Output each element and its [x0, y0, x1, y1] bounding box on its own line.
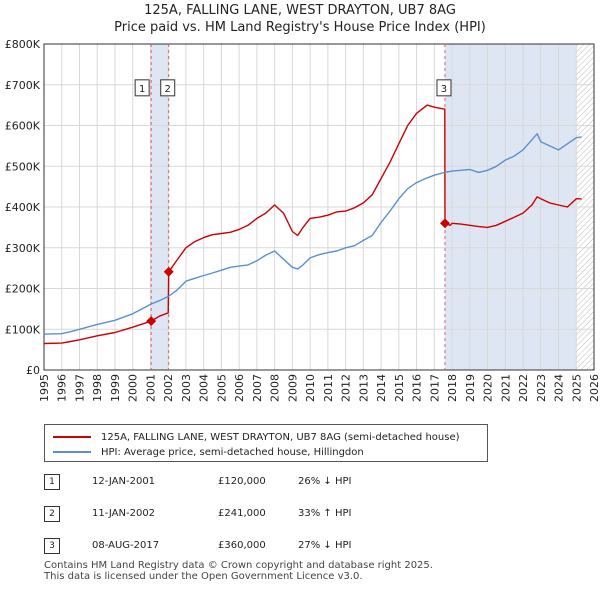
sale-hpi-diff: 26% ↓ HPI: [298, 476, 352, 487]
x-tick-label: 2010: [304, 374, 317, 402]
legend-label-property: 125A, FALLING LANE, WEST DRAYTON, UB7 8A…: [101, 431, 460, 443]
sale-label-box: [134, 79, 150, 97]
sale-row: 1 12-JAN-2001 £120,000 26% ↓ HPI: [44, 474, 464, 492]
y-tick-label: £500K: [5, 160, 41, 173]
legend-swatch-hpi: [53, 451, 91, 453]
y-tick-label: £100K: [5, 323, 41, 336]
x-tick-label: 2020: [482, 374, 495, 402]
x-tick-label: 2003: [180, 374, 193, 402]
x-tick-label: 2023: [535, 374, 548, 402]
chart-subtitle: Price paid vs. HM Land Registry's House …: [114, 20, 486, 35]
x-tick-label: 2022: [517, 374, 530, 402]
x-tick-label: 2001: [144, 374, 157, 402]
y-tick-label: £0: [26, 364, 40, 377]
x-tick-label: 2019: [464, 374, 477, 402]
x-tick-label: 1996: [56, 374, 69, 402]
sale-label-box: [160, 79, 176, 97]
y-tick-label: £400K: [5, 201, 41, 214]
plot-frame: [43, 43, 595, 371]
x-tick-label: 2007: [251, 374, 264, 402]
x-tick-label: 2017: [428, 374, 441, 402]
footer-line: Contains HM Land Registry data © Crown c…: [44, 560, 433, 571]
sale-date: 11-JAN-2002: [92, 508, 156, 519]
legend-item-hpi: HPI: Average price, semi-detached house,…: [53, 445, 364, 459]
sale-price: £241,000: [218, 508, 266, 519]
sale-number: 2: [44, 506, 60, 522]
sale-date: 12-JAN-2001: [92, 476, 156, 487]
x-tick-label: 2011: [322, 374, 335, 402]
x-tick-label: 2016: [411, 374, 424, 402]
sale-point: [440, 218, 450, 229]
x-tick-label: 2009: [286, 374, 299, 402]
sale-label-box: [436, 79, 452, 97]
property-price-line: [43, 104, 582, 345]
sale-label: 1: [139, 84, 145, 95]
x-tick-label: 2012: [340, 374, 353, 402]
x-tick-label: 2014: [375, 374, 388, 402]
x-tick-label: 2024: [553, 374, 566, 402]
price-chart: £0 £100K £200K £300K £400K £500K £600K £700K £80…: [5, 38, 600, 402]
y-tick-label: £800K: [5, 38, 41, 51]
legend-item-property: 125A, FALLING LANE, WEST DRAYTON, UB7 8A…: [53, 430, 460, 444]
legend-swatch-property: [53, 436, 91, 438]
y-tick-label: £700K: [5, 79, 41, 92]
sale-hpi-diff: 33% ↑ HPI: [298, 508, 352, 519]
x-tick-label: 2000: [127, 374, 140, 402]
x-tick-label: 2013: [357, 374, 370, 402]
sale-number: 1: [44, 474, 60, 490]
sale-date: 08-AUG-2017: [92, 540, 160, 551]
footer: Contains HM Land Registry data © Crown c…: [44, 560, 433, 582]
x-tick-label: 2018: [446, 374, 459, 402]
x-tick-label: 2004: [198, 374, 211, 402]
x-tick-label: 1999: [109, 374, 122, 402]
x-tick-label: 2002: [162, 374, 175, 402]
hpi-line: [43, 132, 582, 335]
x-tick-label: 1998: [91, 374, 104, 402]
sale-price: £360,000: [218, 540, 266, 551]
legend: 125A, FALLING LANE, WEST DRAYTON, UB7 8A…: [44, 424, 488, 462]
chart-title: 125A, FALLING LANE, WEST DRAYTON, UB7 8A…: [144, 3, 456, 18]
x-tick-label: 2026: [588, 374, 600, 402]
x-tick-label: 2008: [269, 374, 282, 402]
sale-row: 3 08-AUG-2017 £360,000 27% ↓ HPI: [44, 538, 464, 556]
y-tick-label: £600K: [5, 120, 41, 133]
x-tick-label: 2015: [393, 374, 406, 402]
sale-point: [163, 266, 174, 277]
sale-label: 3: [441, 84, 447, 95]
sale-price: £120,000: [218, 476, 266, 487]
x-tick-label: 1995: [38, 374, 51, 402]
x-tick-label: 2021: [499, 374, 512, 402]
x-tick-label: 2005: [215, 374, 228, 402]
sale-row: 2 11-JAN-2002 £241,000 33% ↑ HPI: [44, 506, 464, 524]
sale-hpi-diff: 27% ↓ HPI: [298, 540, 352, 551]
x-tick-label: 1997: [73, 374, 86, 402]
sale-number: 3: [44, 538, 60, 554]
x-tick-label: 2006: [233, 374, 246, 402]
sale-label: 2: [165, 84, 171, 95]
x-tick-label: 2025: [570, 374, 583, 402]
sale-point: [146, 316, 157, 327]
footer-line: This data is licensed under the Open Gov…: [44, 571, 363, 582]
y-tick-label: £200K: [5, 283, 41, 296]
legend-label-hpi: HPI: Average price, semi-detached house,…: [101, 446, 364, 458]
y-tick-label: £300K: [5, 242, 41, 255]
